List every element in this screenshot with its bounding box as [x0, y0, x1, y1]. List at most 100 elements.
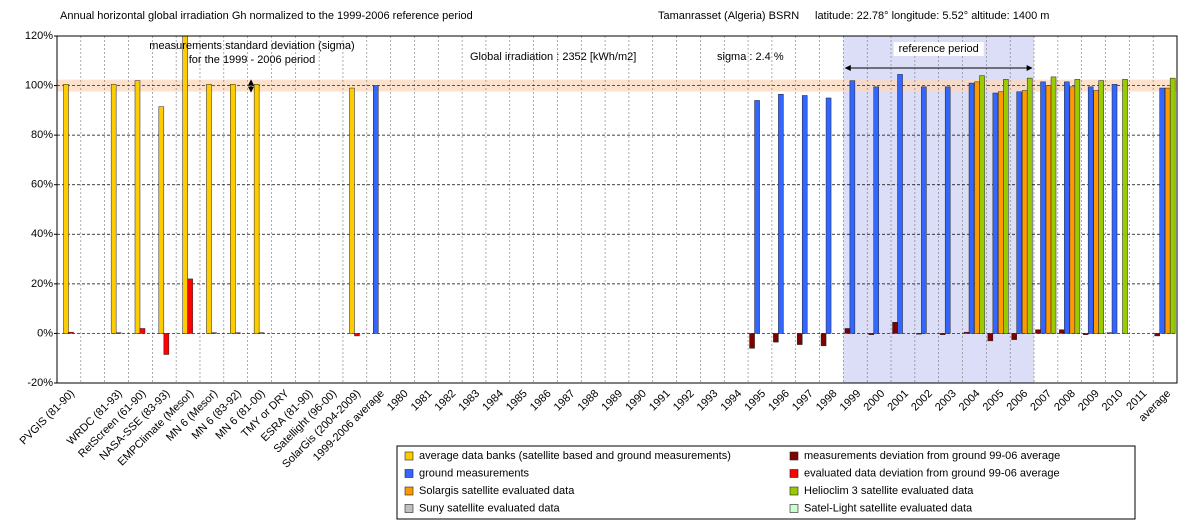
- legend-label: Helioclim 3 satellite evaluated data: [804, 485, 974, 497]
- bar: [1087, 86, 1094, 334]
- legend-swatch: [789, 504, 799, 513]
- sigma-note: for the 1999 - 2006 period: [189, 54, 316, 66]
- legend-label: evaluated data deviation from ground 99-…: [804, 467, 1060, 479]
- x-tick-label: 1989: [599, 388, 625, 414]
- bar: [349, 87, 355, 334]
- y-tick-label: 100%: [25, 79, 53, 91]
- bar: [825, 97, 832, 334]
- site-location: latitude: 22.78° longitude: 5.52° altitu…: [815, 10, 1049, 22]
- bar: [1093, 90, 1099, 334]
- chart-title: Annual horizontal global irradiation Gh …: [60, 10, 473, 22]
- x-tick-label: 1980: [385, 388, 411, 414]
- x-tick-label: 1982: [433, 388, 459, 414]
- x-tick-label: 1990: [623, 388, 649, 414]
- bar: [182, 36, 188, 334]
- bar: [1064, 81, 1070, 334]
- bar: [873, 86, 879, 334]
- plot-frame: [56, 35, 1178, 384]
- bar: [1026, 77, 1033, 334]
- bar: [897, 74, 903, 334]
- bar: [1164, 87, 1171, 334]
- x-tick-label: 1999: [838, 388, 864, 414]
- bar: [1098, 80, 1104, 334]
- bar: [1122, 79, 1128, 334]
- x-tick-label: 1995: [742, 388, 768, 414]
- legend-label: Solargis satellite evaluated data: [419, 485, 575, 497]
- bar: [1106, 332, 1113, 334]
- bar: [139, 328, 146, 334]
- x-tick-label: 1986: [528, 388, 554, 414]
- x-tick-label: 1988: [576, 388, 602, 414]
- x-tick-label: 2000: [862, 388, 888, 414]
- x-tick-label: 1994: [719, 388, 745, 414]
- x-tick-label: 2010: [1100, 388, 1126, 414]
- bar: [939, 333, 946, 335]
- x-tick-label: 2008: [1052, 388, 1078, 414]
- bar: [211, 332, 217, 334]
- bar: [796, 333, 803, 345]
- x-tick-label: 1981: [409, 388, 435, 414]
- bar: [1159, 87, 1165, 334]
- x-tick-label: 2005: [981, 388, 1007, 414]
- bar: [1040, 81, 1046, 334]
- legend-label: average data banks (satellite based and …: [419, 450, 731, 462]
- y-tick-label: 80%: [31, 129, 53, 141]
- bar: [921, 86, 927, 334]
- legend-box: [396, 445, 1136, 520]
- site-name: Tamanrasset (Algeria) BSRN: [658, 10, 799, 22]
- bar: [1035, 329, 1041, 334]
- bar: [1045, 85, 1052, 334]
- bar: [110, 84, 117, 334]
- bar: [801, 95, 808, 334]
- legend-swatch: [404, 469, 414, 478]
- bar: [944, 86, 951, 334]
- bar: [892, 322, 898, 334]
- x-tick-label: 2007: [1028, 388, 1054, 414]
- bar: [187, 278, 193, 334]
- bar: [979, 75, 985, 334]
- legend-swatch: [789, 469, 799, 478]
- y-tick-label: 60%: [31, 179, 53, 191]
- reference-period-label-bg: [893, 42, 984, 56]
- bar: [253, 84, 260, 334]
- reference-period-label: reference period: [899, 43, 979, 55]
- global-irradiation-note: Global irradiation : 2352 [kWh/m2]: [470, 51, 636, 63]
- x-tick-label: 2001: [885, 388, 911, 414]
- bar: [820, 333, 827, 347]
- sigma-value-note: sigma : 2.4 %: [717, 51, 784, 63]
- bar: [1003, 79, 1009, 334]
- x-tick-label: 2002: [909, 388, 935, 414]
- bar: [63, 84, 69, 334]
- bar: [134, 80, 141, 334]
- x-tick-label: 1987: [552, 388, 578, 414]
- x-tick-label: 1985: [504, 388, 530, 414]
- x-tick-label: 1996: [766, 388, 792, 414]
- bar: [373, 85, 379, 334]
- bar: [206, 84, 212, 334]
- x-tick-label: 2006: [1004, 388, 1030, 414]
- x-tick-label: 2003: [933, 388, 959, 414]
- bar: [849, 80, 856, 334]
- x-tick-label: 2004: [957, 388, 983, 414]
- bar: [1059, 329, 1065, 334]
- bar: [749, 333, 755, 349]
- bar: [1011, 333, 1017, 340]
- bar: [868, 333, 874, 335]
- legend-label: ground measurements: [419, 467, 530, 479]
- legend-swatch: [789, 486, 799, 496]
- bar: [992, 92, 999, 334]
- legend-label: Suny satellite evaluated data: [419, 502, 561, 514]
- bar: [1154, 333, 1160, 337]
- bar: [1074, 79, 1081, 334]
- x-tick-label: 1991: [647, 388, 673, 414]
- bar: [844, 328, 851, 334]
- y-tick-label: 120%: [25, 30, 53, 42]
- x-tick-label: 1998: [814, 388, 840, 414]
- bar: [987, 333, 994, 342]
- legend-swatch: [404, 451, 414, 461]
- bar: [974, 81, 980, 334]
- legend-swatch: [789, 451, 799, 461]
- bar: [235, 332, 241, 334]
